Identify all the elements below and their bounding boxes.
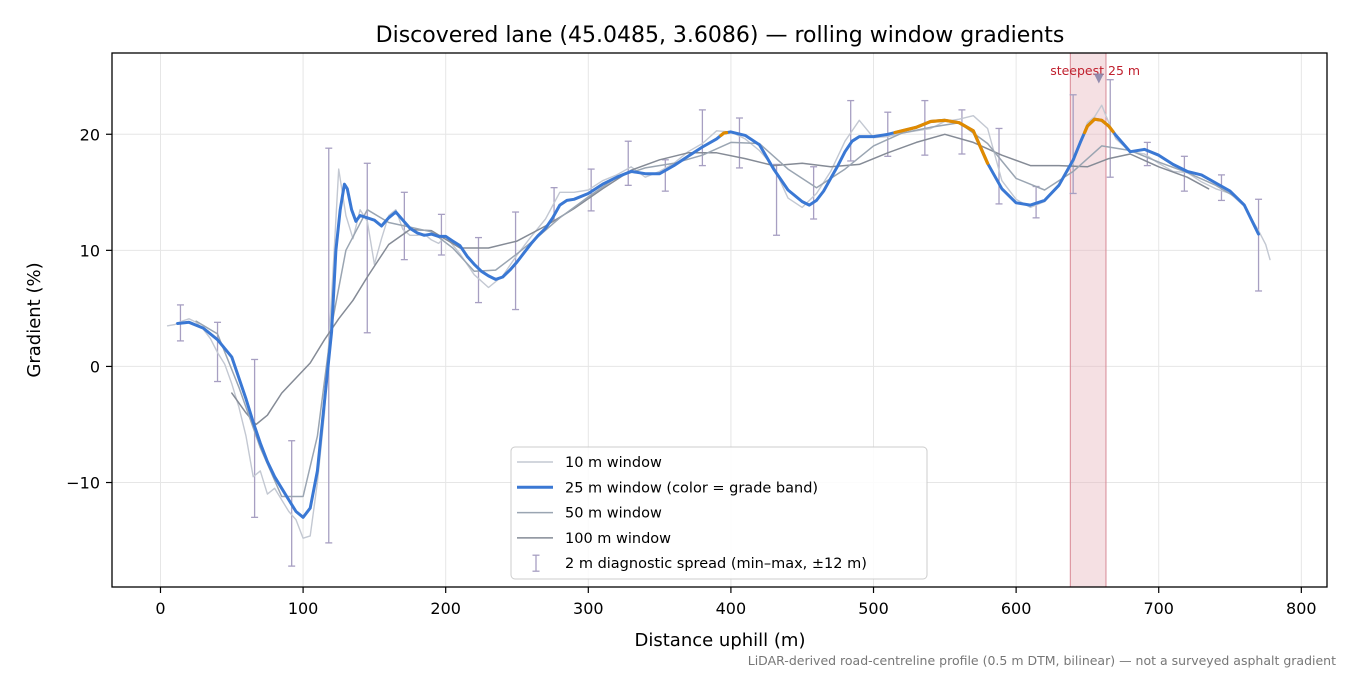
annotations: steepest 25 m	[1050, 63, 1140, 84]
series-100m-window-line	[231, 133, 1210, 426]
x-tick-label: 300	[573, 599, 604, 618]
legend: 10 m window 25 m window (color = grade ba…	[510, 446, 928, 580]
grid	[112, 53, 1327, 587]
x-tick-label: 600	[1001, 599, 1032, 618]
tick-labels: 0 100 200 300 400 500 600 700 800 −10 0 10 20	[66, 125, 1316, 618]
x-tick-label: 700	[1143, 599, 1174, 618]
series-25m-window-line	[176, 117, 1260, 519]
legend-label: 25 m window (color = grade band)	[565, 480, 818, 496]
steepest-band	[1069, 52, 1107, 588]
legend-box	[510, 446, 928, 580]
x-tick-label: 200	[430, 599, 461, 618]
errorbar-series	[176, 79, 1263, 567]
x-tick-label: 500	[858, 599, 889, 618]
y-axis-label: Gradient (%)	[24, 262, 45, 377]
x-axis-label: Distance uphill (m)	[635, 630, 806, 651]
chart-title: Discovered lane (45.0485, 3.6086) — roll…	[376, 23, 1065, 48]
x-tick-label: 0	[155, 599, 165, 618]
line-series	[166, 104, 1271, 539]
x-tick-label: 400	[716, 599, 747, 618]
steepest-marker	[1093, 73, 1104, 84]
y-tick-label: 10	[80, 241, 100, 260]
x-tick-label: 100	[288, 599, 319, 618]
x-tick-label: 800	[1286, 599, 1317, 618]
plot-area: steepest 25 m	[112, 52, 1327, 588]
axes-frame	[111, 52, 1328, 588]
axes	[106, 52, 1328, 593]
footnote: LiDAR-derived road-centreline profile (0…	[748, 653, 1336, 668]
legend-label: 100 m window	[565, 531, 671, 547]
y-tick-label: 20	[80, 125, 100, 144]
steepest-label: steepest 25 m	[1050, 63, 1140, 78]
legend-label: 50 m window	[565, 506, 662, 522]
steep-segment-line	[893, 118, 990, 165]
steep-segment-line	[1082, 117, 1115, 135]
legend-label: 10 m window	[565, 455, 662, 471]
legend-label: 2 m diagnostic spread (min–max, ±12 m)	[565, 556, 867, 572]
y-tick-label: 0	[90, 357, 100, 376]
steepest-highlight	[1069, 52, 1107, 588]
steep-segment-line	[719, 131, 729, 137]
y-tick-label: −10	[66, 474, 100, 493]
